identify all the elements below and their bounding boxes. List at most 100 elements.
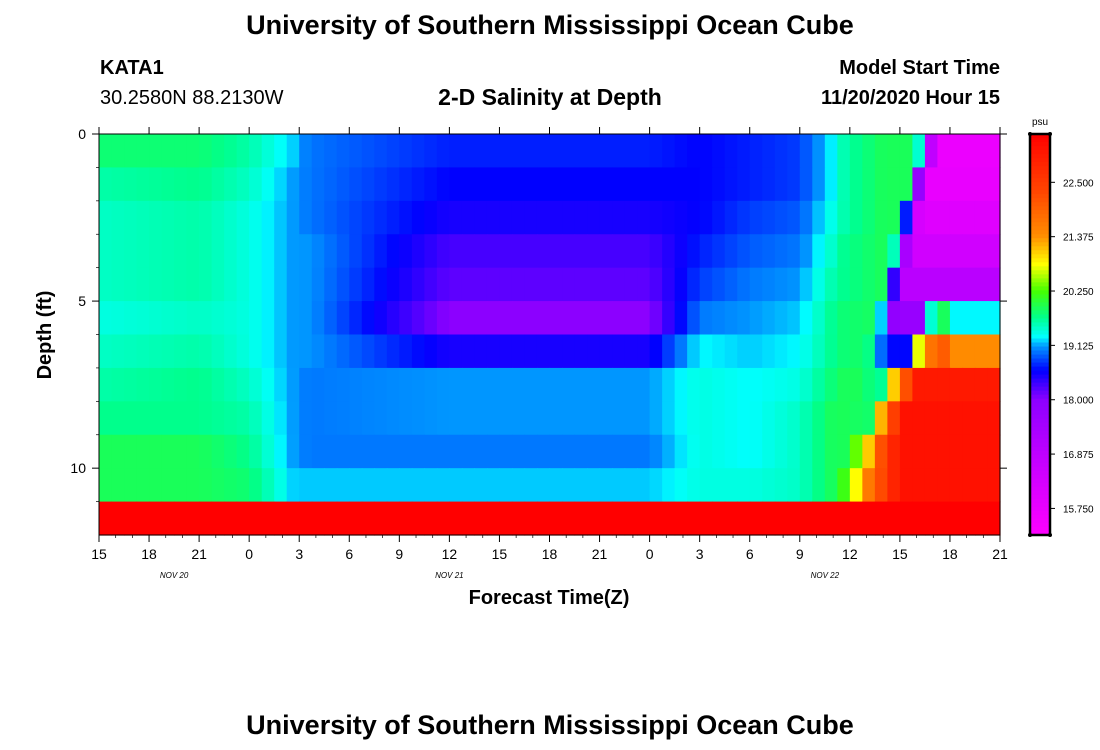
- heatmap-cell: [399, 334, 413, 369]
- heatmap-cell: [424, 434, 438, 469]
- heatmap-cell: [762, 401, 776, 436]
- heatmap-cell: [536, 167, 551, 202]
- heatmap-cell: [749, 367, 763, 402]
- heatmap-cell: [524, 267, 538, 302]
- heatmap-cell: [511, 501, 526, 536]
- heatmap-cell: [124, 367, 138, 402]
- colorbar-band: [1030, 474, 1050, 480]
- heatmap-cell: [99, 200, 113, 235]
- heatmap-cell: [261, 234, 275, 269]
- heatmap-cell: [286, 167, 300, 202]
- heatmap-cell: [411, 301, 425, 336]
- colorbar-band: [1030, 382, 1050, 388]
- heatmap-cell: [174, 401, 188, 436]
- heatmap-cell: [612, 301, 626, 336]
- heatmap-cell: [587, 134, 601, 169]
- colorbar-band: [1030, 298, 1050, 304]
- heatmap-cell: [974, 367, 989, 402]
- heatmap-cell: [111, 234, 125, 269]
- heatmap-cell: [887, 468, 901, 503]
- heatmap-cell: [386, 434, 400, 469]
- heatmap-cell: [536, 501, 551, 536]
- heatmap-cell: [511, 434, 526, 469]
- heatmap-cell: [962, 401, 976, 436]
- heatmap-cell: [812, 501, 826, 536]
- heatmap-cell: [111, 134, 125, 169]
- heatmap-cell: [812, 468, 826, 503]
- heatmap-cell: [286, 468, 300, 503]
- heatmap-cell: [812, 301, 826, 336]
- heatmap-cell: [299, 234, 313, 269]
- heatmap-cell: [599, 301, 613, 336]
- colorbar-band: [1030, 406, 1050, 412]
- heatmap-cell: [249, 234, 263, 269]
- heatmap-cell: [987, 468, 1001, 503]
- heatmap-cell: [361, 134, 375, 169]
- colorbar-band: [1030, 342, 1050, 348]
- heatmap-cell: [949, 301, 964, 336]
- heatmap-cell: [574, 434, 588, 469]
- heatmap-cell: [224, 434, 238, 469]
- heatmap-cell: [937, 334, 951, 369]
- heatmap-cell: [899, 401, 913, 436]
- heatmap-cell: [336, 468, 350, 503]
- heatmap-cell: [249, 334, 263, 369]
- heatmap-cell: [461, 401, 476, 436]
- heatmap-cell: [361, 167, 375, 202]
- heatmap-cell: [111, 200, 125, 235]
- heatmap-cell: [236, 301, 250, 336]
- heatmap-cell: [436, 167, 450, 202]
- heatmap-cell: [424, 401, 438, 436]
- colorbar-band: [1030, 350, 1050, 356]
- heatmap-cell: [624, 501, 638, 536]
- heatmap-cell: [612, 434, 626, 469]
- heatmap-cell: [424, 234, 438, 269]
- heatmap-cell: [111, 468, 125, 503]
- heatmap-cell: [549, 234, 563, 269]
- heatmap-cell: [924, 134, 939, 169]
- heatmap-cell: [637, 468, 651, 503]
- heatmap-cell: [899, 468, 913, 503]
- heatmap-cell: [311, 367, 325, 402]
- heatmap-cell: [962, 200, 976, 235]
- heatmap-cell: [124, 267, 138, 302]
- heatmap-cell: [824, 267, 838, 302]
- heatmap-cell: [924, 501, 939, 536]
- colorbar-band: [1030, 390, 1050, 396]
- heatmap-cell: [386, 267, 400, 302]
- heatmap-cell: [712, 200, 726, 235]
- heatmap-cell: [812, 167, 826, 202]
- heatmap-cell: [524, 468, 538, 503]
- heatmap-cell: [774, 267, 788, 302]
- heatmap-cell: [987, 334, 1001, 369]
- heatmap-cell: [411, 167, 425, 202]
- heatmap-cell: [374, 267, 388, 302]
- heatmap-cell: [637, 301, 651, 336]
- heatmap-cell: [587, 267, 601, 302]
- x-tick-label: 18: [141, 546, 157, 562]
- heatmap-cell: [749, 167, 763, 202]
- heatmap-cell: [199, 267, 213, 302]
- heatmap-cell: [186, 167, 200, 202]
- heatmap-cell: [937, 468, 951, 503]
- heatmap-cell: [224, 468, 238, 503]
- heatmap-cell: [261, 301, 275, 336]
- heatmap-cell: [599, 234, 613, 269]
- heatmap-cell: [186, 334, 200, 369]
- heatmap-cell: [174, 468, 188, 503]
- heatmap-cell: [99, 367, 113, 402]
- heatmap-cell: [236, 134, 250, 169]
- heatmap-cell: [574, 334, 588, 369]
- heatmap-cell: [699, 167, 713, 202]
- heatmap-cell: [737, 434, 751, 469]
- heatmap-cell: [474, 200, 488, 235]
- heatmap-cell: [937, 234, 951, 269]
- heatmap-cell: [799, 234, 813, 269]
- heatmap-cell: [862, 134, 876, 169]
- heatmap-cell: [562, 401, 576, 436]
- heatmap-cell: [824, 200, 838, 235]
- heatmap-cell: [937, 434, 951, 469]
- heatmap-cell: [524, 234, 538, 269]
- heatmap-cell: [924, 434, 939, 469]
- heatmap-cell: [749, 434, 763, 469]
